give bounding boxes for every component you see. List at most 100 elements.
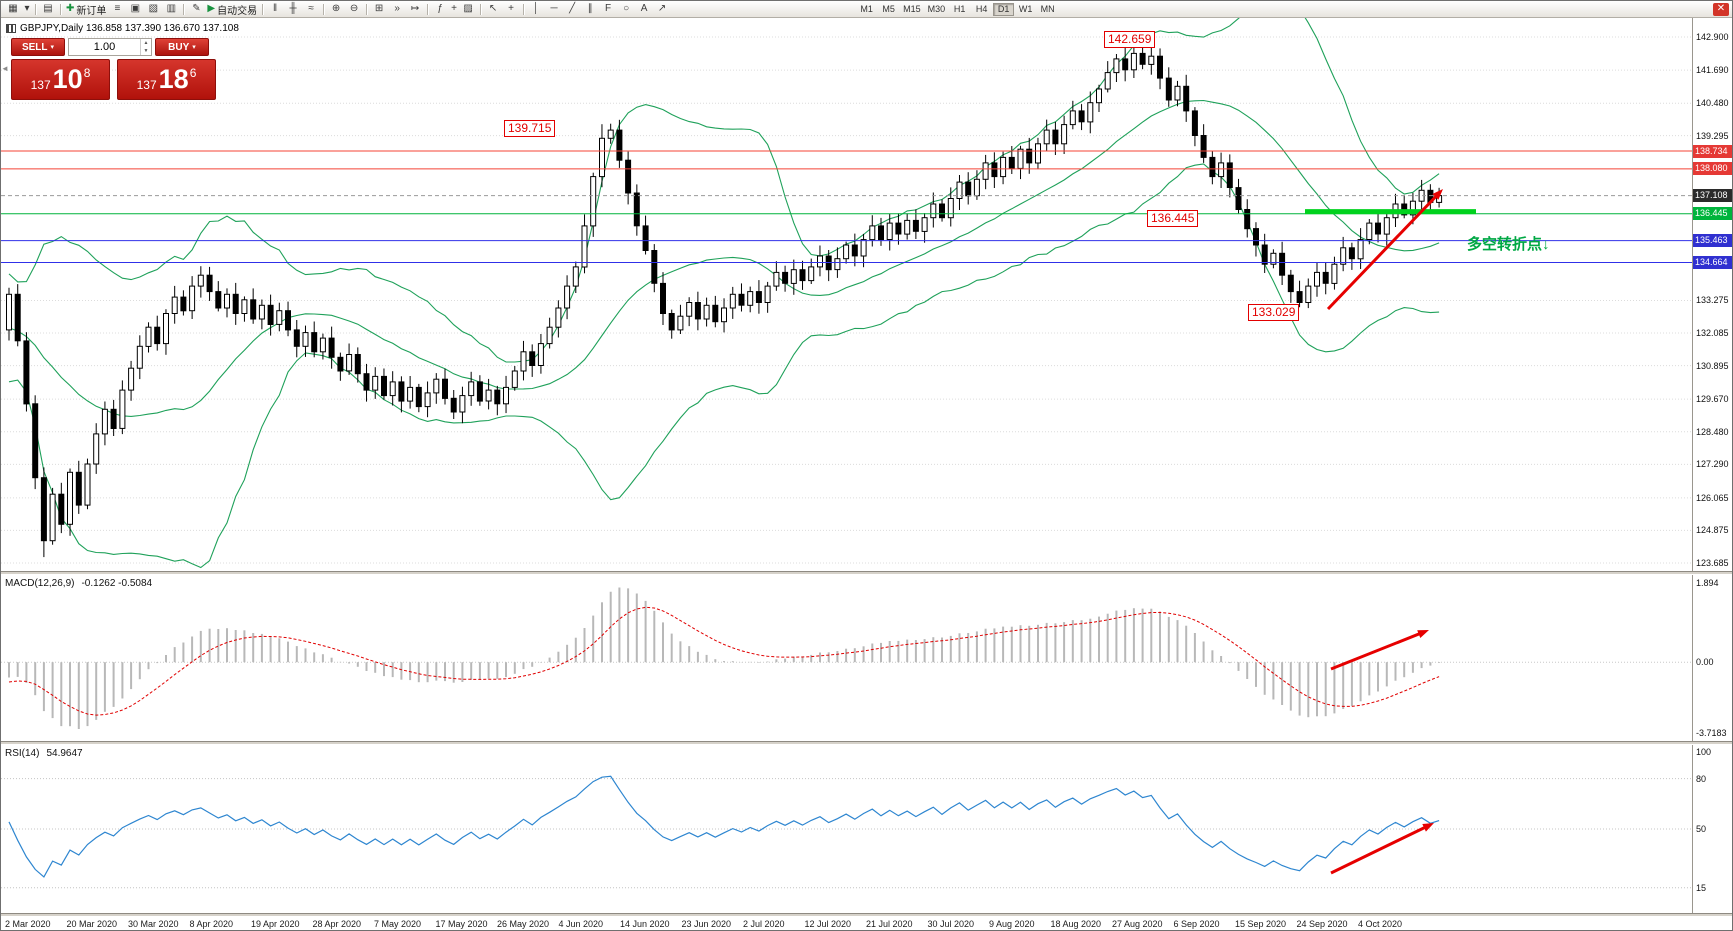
- indicators-button[interactable]: ƒ: [431, 2, 449, 17]
- chart-shift-button[interactable]: ↦: [406, 2, 424, 17]
- price-axis[interactable]: 142.900 141.690 140.480 139.295 133.275 132.0…: [1693, 18, 1732, 571]
- buy-price-pip: 6: [189, 66, 197, 80]
- time-axis-label: 4 Jun 2020: [558, 919, 604, 929]
- price-chart-canvas[interactable]: [1, 18, 1692, 571]
- panel-divider[interactable]: [1, 913, 1732, 917]
- rsi-axis-tick: 100: [1696, 747, 1712, 757]
- shapes-button[interactable]: ○: [617, 2, 635, 17]
- market-watch-button[interactable]: ≡: [108, 2, 126, 17]
- time-axis[interactable]: 2 Mar 2020 20 Mar 2020 30 Mar 2020 8 Apr 20…: [1, 917, 1732, 930]
- timeframe-m1-button[interactable]: M1: [860, 4, 873, 14]
- toolbar-separator: [523, 3, 525, 15]
- zoom-out-icon: ⊖: [349, 3, 359, 14]
- timeframe-h1-button[interactable]: H1: [953, 4, 966, 14]
- buy-price-button[interactable]: 137 18 6: [117, 59, 216, 100]
- templates-button[interactable]: ▨: [459, 2, 477, 17]
- panel-divider[interactable]: [1, 741, 1732, 745]
- price-note-133029[interactable]: 133.029: [1248, 304, 1300, 321]
- turning-point-note[interactable]: 多空转折点↓: [1467, 236, 1550, 253]
- horizontal-line-button[interactable]: ─: [545, 2, 563, 17]
- symbol-ohlc-text: GBPJPY,Daily 136.858 137.390 136.670 137…: [20, 23, 239, 34]
- zoom-in-button[interactable]: ⊕: [327, 2, 345, 17]
- panel-divider[interactable]: [1, 571, 1732, 575]
- trend-arrow-rsi[interactable]: [1330, 823, 1434, 875]
- autotrading-button[interactable]: ▶ 自动交易: [205, 2, 259, 17]
- horizontal-level-lines[interactable]: [1, 150, 1692, 263]
- sell-button[interactable]: SELL ▾: [11, 38, 65, 56]
- time-axis-label: 15 Sep 2020: [1235, 919, 1287, 929]
- new-chart-button[interactable]: ▦: [4, 2, 22, 17]
- price-note-136445[interactable]: 136.445: [1147, 210, 1199, 227]
- metaeditor-button[interactable]: ✎: [187, 2, 205, 17]
- new-order-button[interactable]: ✚ 新订单: [64, 2, 108, 17]
- rsi-label: RSI(14): [5, 748, 40, 759]
- data-window-button[interactable]: ▣: [126, 2, 144, 17]
- price-axis-tick: 139.295: [1696, 130, 1729, 141]
- autotrading-button-label: 自动交易: [217, 5, 258, 17]
- timeframe-w1-button[interactable]: W1: [1018, 4, 1033, 14]
- spin-up-icon[interactable]: ▲: [143, 40, 149, 46]
- timeframe-m15-button[interactable]: M15: [903, 4, 921, 14]
- volume-spinner[interactable]: ▲ ▼: [140, 39, 151, 55]
- fibonacci-button[interactable]: F: [599, 2, 617, 17]
- auto-scroll-button[interactable]: »: [388, 2, 406, 17]
- indicator-add-button[interactable]: +: [449, 2, 459, 17]
- volume-input[interactable]: 1.00 ▲ ▼: [68, 38, 152, 56]
- text-icon: A: [640, 3, 648, 14]
- price-level-chip: 138.080: [1693, 162, 1732, 176]
- collapse-trade-panel-icon[interactable]: ◄: [1, 64, 9, 73]
- trendline-button[interactable]: ╱: [563, 2, 581, 17]
- price-axis-tick: 127.290: [1696, 459, 1729, 470]
- trend-arrow-macd[interactable]: [1330, 630, 1429, 671]
- buy-button[interactable]: BUY ▾: [155, 38, 209, 56]
- profiles-icon: ▤: [43, 3, 53, 14]
- cursor-button[interactable]: ↖: [484, 2, 502, 17]
- timeframe-mn-button[interactable]: MN: [1040, 4, 1055, 14]
- macd-chart-canvas[interactable]: [1, 575, 1692, 741]
- bar-chart-mode-button[interactable]: ‖: [266, 2, 284, 17]
- arrows-button[interactable]: ↗: [653, 2, 671, 17]
- trend-arrow-main[interactable]: [1326, 189, 1443, 311]
- close-window-button[interactable]: ✕: [1713, 2, 1729, 16]
- toolbar: ▦ ▾ ▤ ✚ 新订单 ≡ ▣ ▧ ▥ ✎ ▶ 自动交易 ‖ ╫ ≈ ⊕ ⊖ ⊞ » ↦ ƒ + ▨ ↖ + │ ─ ╱ ∥ F ○ A ↗ M1…: [1, 1, 1732, 18]
- price-note-139715[interactable]: 139.715: [504, 120, 556, 137]
- rsi-chart-canvas[interactable]: [1, 745, 1692, 913]
- time-axis-label: 20 Mar 2020: [66, 919, 118, 929]
- chart-list-dropdown[interactable]: ▾: [22, 2, 32, 17]
- sell-price-button[interactable]: 137 10 8: [11, 59, 110, 100]
- timeframe-m30-button[interactable]: M30: [927, 4, 946, 14]
- text-button[interactable]: A: [635, 2, 653, 17]
- sell-price-pip: 8: [83, 66, 91, 80]
- candlestick-mode-button[interactable]: ╫: [284, 2, 302, 17]
- timeframe-d1-button[interactable]: D1: [993, 2, 1015, 16]
- time-axis-label: 24 Sep 2020: [1296, 919, 1348, 929]
- time-axis-label: 14 Jun 2020: [620, 919, 670, 929]
- spin-down-icon[interactable]: ▼: [143, 48, 149, 54]
- new-chart-icon: ▦: [8, 3, 18, 14]
- channel-button[interactable]: ∥: [581, 2, 599, 17]
- rsi-axis-tick: 15: [1696, 882, 1707, 893]
- tile-windows-button[interactable]: ⊞: [370, 2, 388, 17]
- vertical-line-button[interactable]: │: [527, 2, 545, 17]
- chart-list-dropdown-icon: ▾: [24, 3, 30, 14]
- price-note-142659[interactable]: 142.659: [1104, 31, 1156, 48]
- price-axis-tick: 126.065: [1696, 492, 1729, 503]
- zoom-out-button[interactable]: ⊖: [345, 2, 363, 17]
- timeframe-m5-button[interactable]: M5: [882, 4, 895, 14]
- price-axis-tick: 141.690: [1696, 65, 1729, 76]
- main-chart-panel: 142.900 141.690 140.480 139.295 133.275 132.0…: [1, 18, 1732, 571]
- navigator-button[interactable]: ▧: [144, 2, 162, 17]
- terminal-button[interactable]: ▥: [162, 2, 180, 17]
- candlestick-mode-icon: ╫: [289, 3, 297, 14]
- crosshair-button[interactable]: +: [502, 2, 520, 17]
- profiles-button[interactable]: ▤: [39, 2, 57, 17]
- timeframe-h4-button[interactable]: H4: [975, 4, 988, 14]
- toolbar-separator: [183, 3, 185, 15]
- new-order-icon: ✚: [66, 3, 75, 14]
- line-chart-mode-icon: ≈: [308, 3, 314, 14]
- vertical-line-icon: │: [532, 3, 540, 14]
- time-axis-label: 17 May 2020: [435, 919, 488, 929]
- metaeditor-icon: ✎: [192, 3, 201, 14]
- line-chart-mode-button[interactable]: ≈: [302, 2, 320, 17]
